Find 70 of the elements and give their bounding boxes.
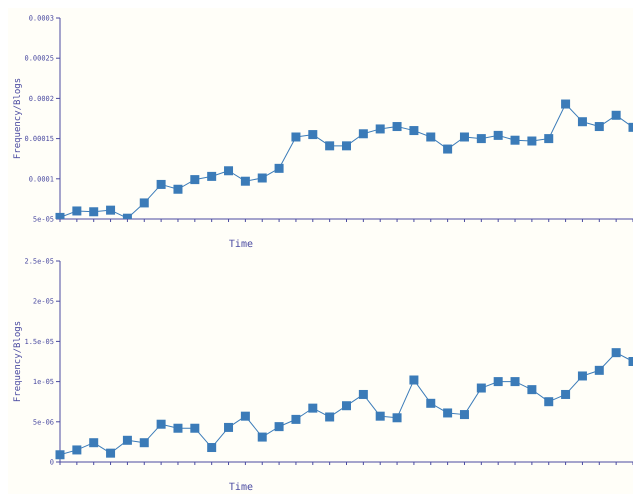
point	[409, 126, 418, 136]
point	[594, 366, 604, 375]
point	[527, 136, 536, 146]
x-axis-title: Time	[228, 482, 253, 493]
point	[561, 390, 570, 399]
point	[443, 408, 452, 418]
point	[376, 412, 385, 421]
point	[140, 198, 149, 208]
point	[140, 438, 149, 448]
point	[460, 132, 469, 142]
point	[325, 412, 334, 422]
point	[426, 132, 436, 142]
point	[594, 122, 604, 132]
point	[56, 450, 64, 460]
point	[578, 117, 587, 126]
point	[358, 129, 368, 138]
y-axis-title: Frequency/Blogs	[13, 320, 24, 402]
point	[89, 207, 98, 216]
point	[544, 397, 554, 406]
point	[494, 130, 503, 140]
point	[224, 422, 234, 432]
point	[510, 136, 520, 145]
point	[376, 124, 385, 134]
point	[190, 424, 200, 433]
point	[358, 390, 368, 399]
point	[274, 422, 284, 432]
point	[392, 413, 402, 422]
point	[173, 424, 182, 433]
point	[173, 184, 182, 194]
point	[258, 173, 267, 182]
point	[476, 134, 486, 144]
point	[291, 414, 300, 424]
point	[122, 436, 132, 445]
point	[392, 122, 402, 132]
point	[72, 206, 82, 216]
point	[308, 404, 318, 413]
point	[274, 164, 284, 173]
point	[409, 375, 418, 384]
point	[207, 172, 216, 181]
point	[342, 141, 351, 150]
point	[494, 377, 503, 386]
point	[510, 377, 520, 386]
point	[291, 132, 300, 142]
point	[207, 443, 216, 452]
point	[612, 348, 621, 358]
point	[443, 144, 452, 154]
point	[476, 384, 486, 393]
point	[527, 385, 536, 394]
point	[460, 410, 469, 420]
point	[578, 371, 587, 380]
point	[156, 180, 166, 189]
point	[325, 141, 334, 150]
point	[224, 166, 234, 176]
point	[342, 401, 351, 410]
point	[258, 432, 267, 442]
point	[72, 445, 82, 454]
point	[561, 100, 570, 109]
point	[156, 420, 166, 429]
point	[106, 206, 116, 215]
y-axis-title: Frequency/Blogs	[13, 78, 24, 160]
point	[426, 398, 436, 408]
point	[308, 130, 318, 140]
point	[190, 175, 200, 184]
point	[240, 176, 250, 186]
x-axis-title: Time	[228, 239, 253, 250]
point	[612, 110, 621, 120]
point	[106, 448, 116, 458]
point	[89, 438, 98, 448]
point	[544, 134, 554, 144]
point	[240, 412, 250, 421]
